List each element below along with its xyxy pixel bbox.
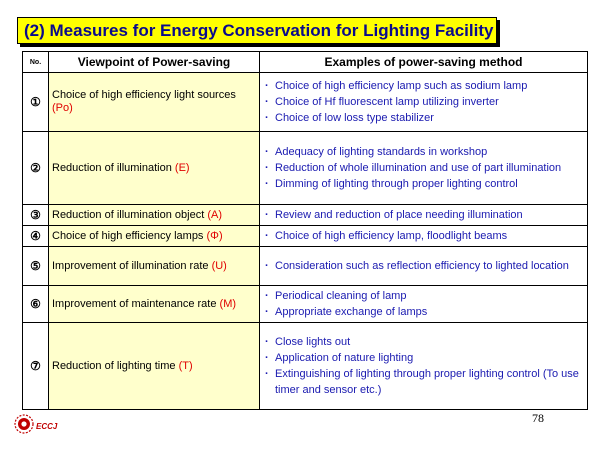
row-number: ③ bbox=[22, 204, 49, 226]
header-examples: Examples of power-saving method bbox=[259, 51, 588, 73]
viewpoint-text: Reduction of illumination bbox=[52, 161, 172, 174]
sunburst-icon bbox=[14, 414, 34, 434]
example-item: Choice of low loss type stabilizer bbox=[264, 110, 584, 126]
table-row: ⑥ Improvement of maintenance rate (M) Pe… bbox=[22, 285, 588, 323]
viewpoint-text: Improvement of illumination rate bbox=[52, 259, 209, 272]
table-row: ② Reduction of illumination (E) Adequacy… bbox=[22, 131, 588, 205]
example-item: Adequacy of lighting standards in worksh… bbox=[264, 144, 584, 160]
viewpoint-code: (A) bbox=[207, 208, 222, 221]
page-number: 78 bbox=[532, 411, 544, 425]
viewpoint-text: Choice of high efficiency light sources bbox=[52, 89, 236, 101]
viewpoint-cell: Reduction of lighting time (T) bbox=[48, 322, 260, 410]
viewpoint-code: (U) bbox=[211, 259, 227, 272]
measures-table: No. Viewpoint of Power-saving Examples o… bbox=[22, 51, 588, 410]
table-header-row: No. Viewpoint of Power-saving Examples o… bbox=[22, 51, 588, 73]
viewpoint-cell: Improvement of illumination rate (U) bbox=[48, 246, 260, 286]
viewpoint-code: (Po) bbox=[52, 102, 73, 114]
viewpoint-cell: Reduction of illumination object (A) bbox=[48, 204, 260, 226]
logo-text: ECCJ bbox=[36, 422, 58, 431]
example-item: Choice of high efficiency lamp such as s… bbox=[264, 78, 584, 94]
example-item: Dimming of lighting through proper light… bbox=[264, 176, 584, 192]
viewpoint-code: (E) bbox=[174, 161, 190, 174]
example-item: Periodical cleaning of lamp bbox=[264, 288, 584, 304]
header-viewpoint: Viewpoint of Power-saving bbox=[48, 51, 260, 73]
example-item: Close lights out bbox=[264, 334, 584, 350]
examples-cell: Review and reduction of place needing il… bbox=[259, 204, 588, 226]
table-row: ⑤ Improvement of illumination rate (U) C… bbox=[22, 246, 588, 286]
table-row: ③ Reduction of illumination object (A) R… bbox=[22, 204, 588, 226]
eccj-logo bbox=[14, 414, 34, 434]
viewpoint-cell: Improvement of maintenance rate (M) bbox=[48, 285, 260, 323]
header-no: No. bbox=[22, 51, 49, 73]
row-number: ⑦ bbox=[22, 322, 49, 410]
examples-cell: Adequacy of lighting standards in worksh… bbox=[259, 131, 588, 205]
viewpoint-text: Reduction of illumination object bbox=[52, 208, 205, 221]
example-item: Extinguishing of lighting through proper… bbox=[264, 366, 584, 398]
viewpoint-text: Choice of high efficiency lamps bbox=[52, 229, 204, 242]
examples-cell: Consideration such as reflection efficie… bbox=[259, 246, 588, 286]
table-row: ④ Choice of high efficiency lamps (Φ) Ch… bbox=[22, 225, 588, 247]
viewpoint-text: Improvement of maintenance rate bbox=[52, 297, 217, 310]
example-item: Reduction of whole illumination and use … bbox=[264, 160, 584, 176]
row-number: ② bbox=[22, 131, 49, 205]
viewpoint-code: (Φ) bbox=[206, 229, 223, 242]
viewpoint-code: (T) bbox=[178, 359, 193, 372]
viewpoint-cell: Choice of high efficiency lamps (Φ) bbox=[48, 225, 260, 247]
row-number: ④ bbox=[22, 225, 49, 247]
example-item: Appropriate exchange of lamps bbox=[264, 304, 584, 320]
examples-cell: Periodical cleaning of lamp Appropriate … bbox=[259, 285, 588, 323]
example-item: Consideration such as reflection efficie… bbox=[264, 258, 584, 274]
row-number: ⑤ bbox=[22, 246, 49, 286]
viewpoint-cell: Reduction of illumination (E) bbox=[48, 131, 260, 205]
viewpoint-cell: Choice of high efficiency light sources … bbox=[48, 72, 260, 132]
example-item: Review and reduction of place needing il… bbox=[264, 207, 584, 223]
table-row: ① Choice of high efficiency light source… bbox=[22, 72, 588, 132]
row-number: ① bbox=[22, 72, 49, 132]
row-number: ⑥ bbox=[22, 285, 49, 323]
example-item: Choice of high efficiency lamp, floodlig… bbox=[264, 228, 584, 244]
table-row: ⑦ Reduction of lighting time (T) Close l… bbox=[22, 322, 588, 410]
viewpoint-code: (M) bbox=[219, 297, 237, 310]
examples-cell: Choice of high efficiency lamp such as s… bbox=[259, 72, 588, 132]
slide-title: (2) Measures for Energy Conservation for… bbox=[17, 17, 497, 44]
example-item: Application of nature lighting bbox=[264, 350, 584, 366]
examples-cell: Close lights out Application of nature l… bbox=[259, 322, 588, 410]
examples-cell: Choice of high efficiency lamp, floodlig… bbox=[259, 225, 588, 247]
viewpoint-text: Reduction of lighting time bbox=[52, 359, 176, 372]
example-item: Choice of Hf fluorescent lamp utilizing … bbox=[264, 94, 584, 110]
